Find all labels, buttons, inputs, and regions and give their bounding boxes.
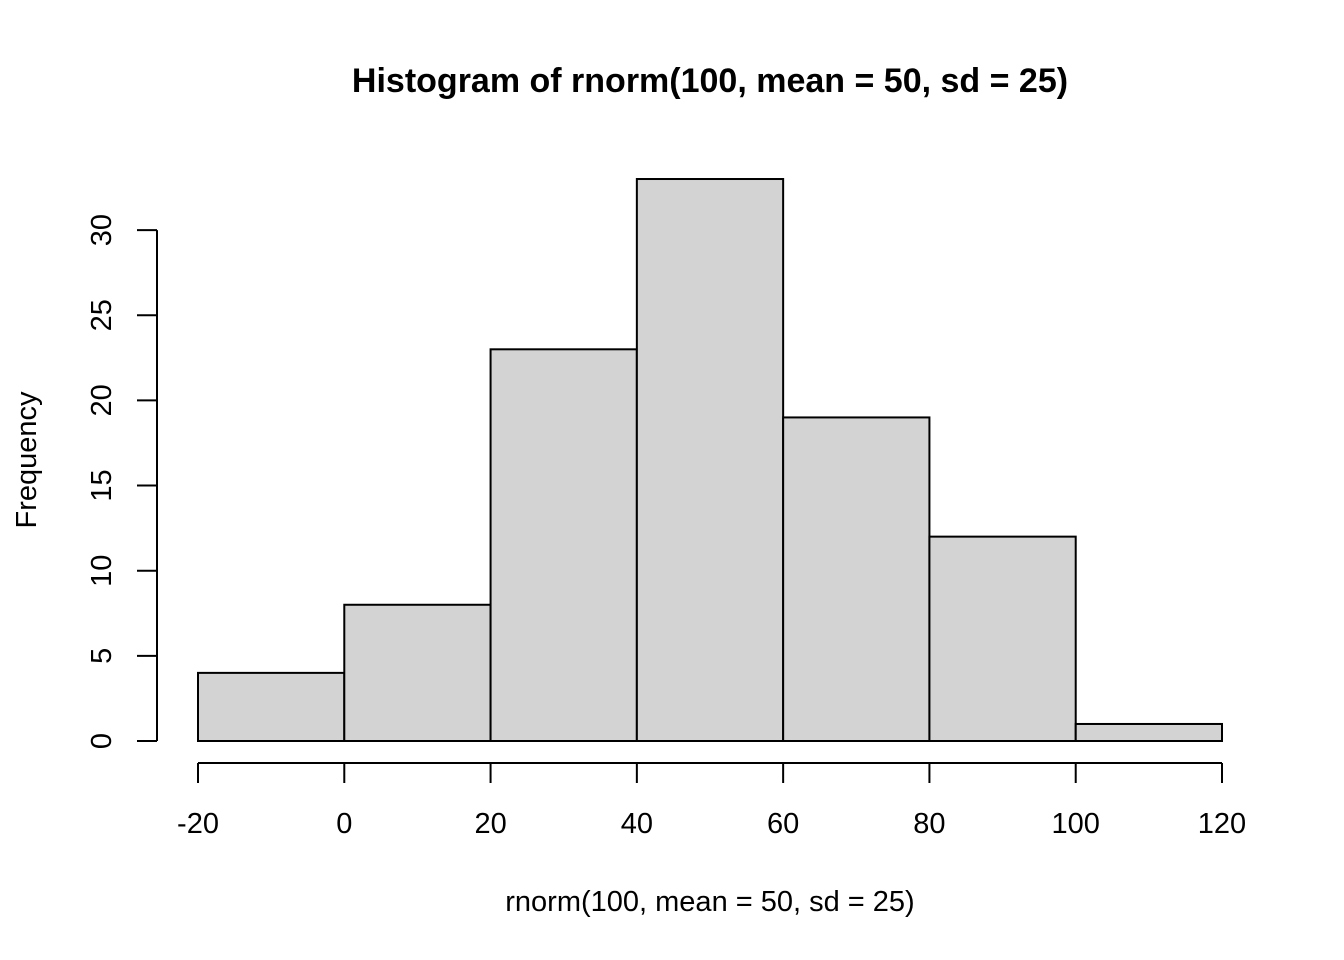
x-tick-label: 0 <box>336 808 352 840</box>
y-axis-label: Frequency <box>11 391 43 529</box>
histogram-bar <box>489 348 638 742</box>
histogram-bar <box>928 535 1077 743</box>
histogram-bar <box>343 603 492 743</box>
y-tick-label: 15 <box>86 469 118 501</box>
x-tick-label: 20 <box>474 808 506 840</box>
y-tick-label: 0 <box>86 733 118 749</box>
y-tick-label: 20 <box>86 384 118 416</box>
x-tick-label: 40 <box>621 808 653 840</box>
histogram-bar <box>635 178 785 742</box>
histogram-bar <box>782 416 931 742</box>
x-tick-label: 100 <box>1052 808 1100 840</box>
y-tick-label: 10 <box>86 555 118 587</box>
y-tick-label: 25 <box>86 299 118 331</box>
y-tick-label: 30 <box>86 214 118 246</box>
y-tick-label: 5 <box>86 648 118 664</box>
x-tick-label: -20 <box>177 808 219 840</box>
x-tick-label: 80 <box>913 808 945 840</box>
histogram-bar <box>197 671 346 743</box>
x-axis: -20 0 20 40 60 80 100 120 <box>177 762 1246 840</box>
histogram-bar <box>1074 722 1223 742</box>
chart-title: Histogram of rnorm(100, mean = 50, sd = … <box>352 62 1068 100</box>
x-tick-label: 60 <box>767 808 799 840</box>
x-tick-label: 120 <box>1198 808 1246 840</box>
histogram-bars <box>197 178 1223 743</box>
x-axis-label: rnorm(100, mean = 50, sd = 25) <box>505 886 914 918</box>
y-axis: 0 5 10 15 20 25 30 <box>86 214 158 749</box>
